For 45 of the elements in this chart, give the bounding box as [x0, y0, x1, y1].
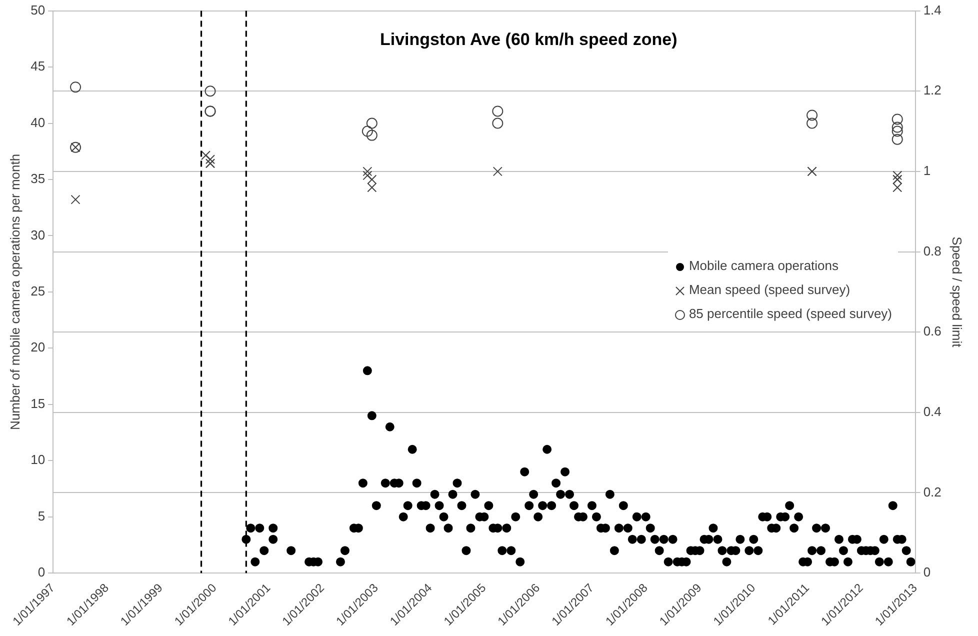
y2-tick-label: 0.8: [923, 243, 942, 258]
point: [892, 170, 902, 180]
point: [70, 82, 82, 93]
y-tick-label: 40: [30, 114, 46, 130]
y2-tick-label: 0: [923, 564, 931, 580]
y2-tick-label: 0.4: [923, 404, 942, 419]
y2-tick-label: 0.2: [923, 484, 942, 500]
point: [362, 170, 372, 180]
y2-tick-label: 1.2: [923, 82, 942, 98]
y-tick-label: 45: [30, 58, 46, 74]
point: [892, 126, 903, 137]
y-axis-title: Number of mobile camera operations per month: [7, 154, 22, 430]
point: [806, 110, 818, 121]
legend-label: Mean speed (speed survey): [688, 282, 850, 297]
point: [892, 114, 903, 125]
point: [892, 122, 903, 133]
text: Livingston Ave (60 km/h speed zone): [380, 30, 678, 50]
point: [362, 166, 372, 176]
point: [204, 86, 216, 97]
y-tick-label: 0: [38, 564, 46, 580]
point: [492, 166, 502, 176]
y-tick-label: 30: [30, 227, 46, 242]
legend-label: Mobile camera operations: [688, 258, 839, 273]
point: [362, 126, 373, 137]
point: [201, 150, 210, 160]
y-tick-label: 20: [30, 340, 46, 355]
point: [366, 118, 378, 129]
point: [806, 118, 818, 129]
y-tick-label: 50: [30, 2, 46, 18]
y-tick-label: 5: [38, 508, 46, 524]
y-tick-label: 10: [30, 452, 46, 468]
point: [492, 106, 504, 117]
legend-label: 85 percentile speed (speed survey): [688, 306, 892, 321]
y-tick-label: 35: [30, 171, 46, 186]
point: [892, 134, 903, 145]
y-tick-label: 15: [30, 396, 46, 411]
point: [70, 194, 80, 204]
point: [492, 118, 504, 129]
y-tick-label: 25: [30, 284, 46, 299]
point: [366, 130, 378, 141]
y2-tick-label: 0.6: [923, 324, 942, 339]
y2-tick-label: 1: [923, 163, 931, 178]
y2-axis-title: Speed / speed limit: [950, 236, 965, 348]
y2-tick-label: 1.4: [923, 2, 942, 18]
point: [206, 154, 215, 164]
